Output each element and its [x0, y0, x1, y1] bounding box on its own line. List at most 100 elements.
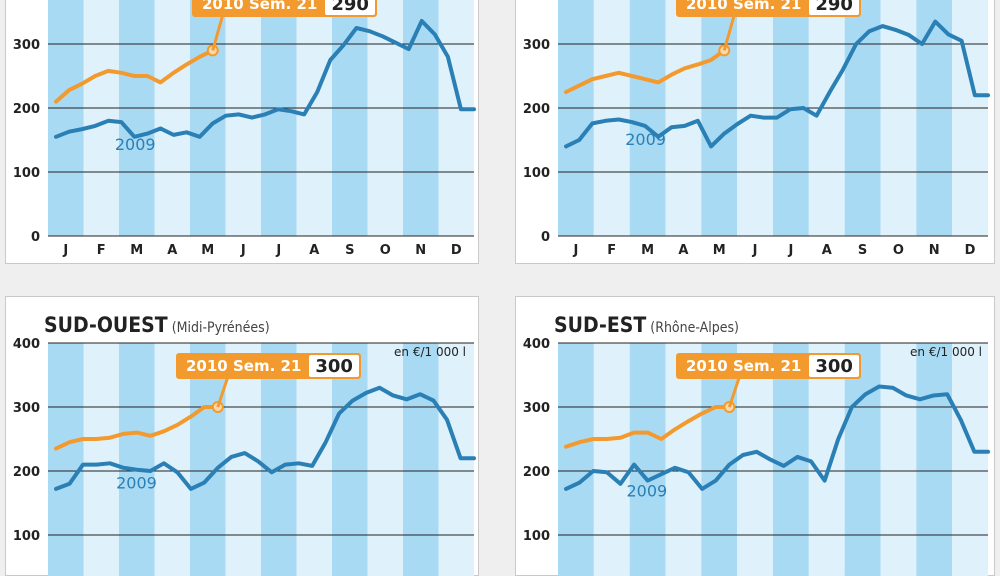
y-tick-label: 400 — [523, 337, 550, 352]
series-label-2009: 2009 — [625, 130, 666, 149]
callout-label: 2010 Sem. 21 — [686, 357, 802, 375]
x-tick-label: M — [713, 243, 726, 258]
x-tick-label: F — [607, 243, 616, 258]
month-band — [48, 343, 84, 576]
x-tick-label: J — [62, 243, 68, 258]
month-band — [332, 343, 368, 576]
region-subtitle: (Midi-Pyrénées) — [171, 320, 270, 336]
month-band — [190, 343, 226, 576]
region-name: SUD-EST — [554, 313, 647, 337]
y-tick-label: 200 — [523, 465, 550, 480]
series-line-2010 — [564, 48, 727, 94]
month-band — [880, 343, 917, 576]
month-band — [403, 0, 439, 236]
month-band — [403, 343, 439, 576]
callout-leader — [216, 376, 230, 408]
region-title: SUD-OUEST (Midi-Pyrénées) — [44, 313, 270, 337]
month-band — [844, 343, 881, 576]
x-tick-label: A — [822, 243, 832, 258]
region-subtitle: (Rhône-Alpes) — [650, 320, 739, 336]
month-band — [916, 0, 953, 236]
callout-leader — [722, 14, 736, 51]
chart-panel-top-right: 0 100 200 300 J F M A M J J A S O N D 2009 2010 Sem. 21 … — [515, 0, 995, 264]
line-chart: 100 200 300 400 2009 — [13, 337, 476, 576]
x-tick-label: M — [201, 243, 214, 258]
y-tick-label: 300 — [523, 401, 550, 416]
callout-value: 290 — [809, 0, 859, 15]
x-tick-label: F — [97, 243, 106, 258]
callout-value: 300 — [809, 355, 859, 377]
month-band — [367, 343, 403, 576]
month-band — [593, 343, 630, 576]
x-tick-label: A — [309, 243, 319, 258]
month-band — [119, 0, 155, 236]
month-band — [83, 343, 119, 576]
month-band — [261, 0, 297, 236]
line-chart: 100 200 300 400 2009 — [523, 337, 990, 576]
month-band — [701, 0, 738, 236]
callout-value: 300 — [309, 355, 359, 377]
x-tick-label: N — [929, 243, 940, 258]
y-tick-label: 100 — [523, 166, 550, 181]
month-band — [629, 0, 666, 236]
month-band — [665, 0, 702, 236]
y-tick-label: 200 — [13, 465, 40, 480]
series-line-2009 — [54, 385, 476, 491]
line-chart: 0 100 200 300 J F M A M J J A S O N D 2009 — [13, 0, 476, 258]
callout-leader — [211, 14, 225, 51]
y-tick-label: 0 — [31, 230, 40, 245]
series-line-2009 — [54, 18, 476, 139]
month-band — [296, 0, 332, 236]
month-band — [438, 0, 474, 236]
x-tick-label: O — [893, 243, 904, 258]
month-band — [593, 0, 630, 236]
x-tick-label: J — [787, 243, 793, 258]
y-tick-label: 100 — [523, 529, 550, 544]
month-band — [808, 0, 845, 236]
x-tick-label: A — [678, 243, 688, 258]
y-tick-label: 300 — [13, 38, 40, 53]
x-tick-label: J — [572, 243, 578, 258]
y-tick-label: 200 — [523, 102, 550, 117]
y-tick-label: 100 — [13, 166, 40, 181]
x-tick-label: N — [415, 243, 426, 258]
series-label-2009: 2009 — [116, 474, 157, 493]
y-tick-label: 100 — [13, 529, 40, 544]
month-band — [558, 343, 594, 576]
x-tick-label: O — [380, 243, 391, 258]
chart-panel-sud-ouest: 100 200 300 400 2009 SUD-OUEST (Midi-Pyrénées… — [5, 296, 479, 576]
month-band — [119, 343, 155, 576]
month-band — [367, 0, 403, 236]
x-tick-label: M — [641, 243, 654, 258]
series-line-2010 — [564, 405, 732, 449]
callout-2010-sem21: 2010 Sem. 21 300 — [676, 353, 861, 379]
month-band — [629, 343, 666, 576]
month-band — [665, 343, 702, 576]
month-band — [701, 343, 738, 576]
unit-label: en €/1 000 l — [910, 345, 982, 359]
x-tick-label: J — [240, 243, 246, 258]
callout-label: 2010 Sem. 21 — [186, 357, 302, 375]
month-band — [880, 0, 917, 236]
month-band — [154, 0, 190, 236]
month-band — [558, 0, 594, 236]
x-tick-label: J — [752, 243, 758, 258]
callout-label: 2010 Sem. 21 — [686, 0, 802, 13]
x-tick-label: S — [345, 243, 354, 258]
month-band — [83, 0, 119, 236]
x-tick-label: M — [130, 243, 143, 258]
callout-2010-sem21: 2010 Sem. 21 290 — [676, 0, 861, 17]
callout-2010-sem21: 2010 Sem. 21 290 — [192, 0, 377, 17]
callout-label: 2010 Sem. 21 — [202, 0, 318, 13]
unit-label: en €/1 000 l — [394, 345, 466, 359]
series-line-2010 — [54, 48, 215, 104]
x-tick-label: A — [167, 243, 177, 258]
month-band — [154, 343, 190, 576]
x-tick-label: S — [858, 243, 867, 258]
x-tick-label: D — [451, 243, 462, 258]
series-label-2009: 2009 — [115, 135, 156, 154]
line-chart: 0 100 200 300 J F M A M J J A S O N D 2009 — [523, 0, 990, 258]
month-band — [952, 343, 988, 576]
y-tick-label: 0 — [541, 230, 550, 245]
y-tick-label: 300 — [13, 401, 40, 416]
